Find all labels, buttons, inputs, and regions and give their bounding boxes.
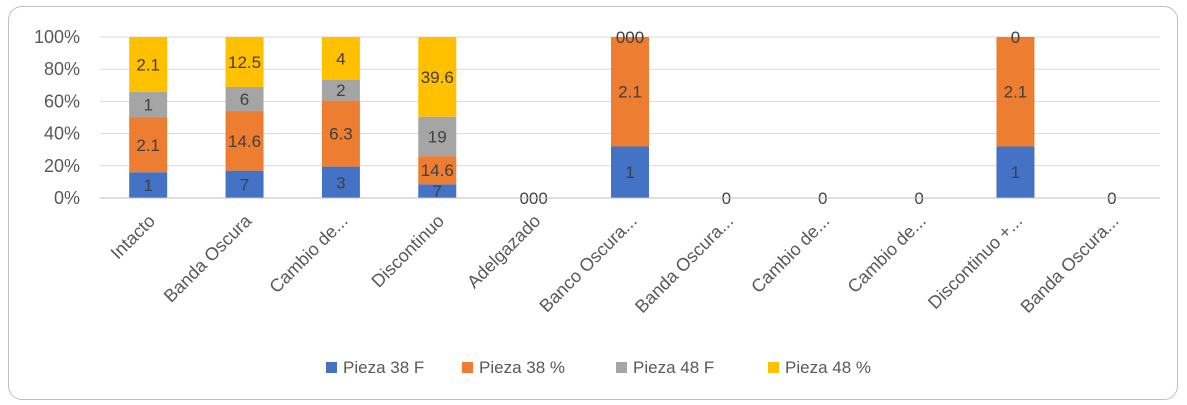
y-tick-label: 100% [34,27,80,47]
data-label: 14.6 [228,132,261,151]
bar-segment [225,37,264,87]
y-tick-label: 60% [44,91,80,111]
bar-segment [321,100,360,167]
legend-swatch [462,362,473,373]
legend-swatch [616,362,627,373]
legend-swatch [768,362,779,373]
data-label: 1 [143,96,152,115]
bar-segment [996,146,1035,198]
bar-segment [418,116,457,157]
data-label: 2.1 [136,136,160,155]
bar-segment [321,37,360,80]
data-label: 6 [240,90,249,109]
bar-segment [321,79,360,101]
bar-segment [225,170,264,198]
legend-label: Pieza 38 % [479,358,565,377]
data-label: 3 [336,173,345,192]
x-category-label: Cambio de... [747,211,833,297]
data-label: 12.5 [228,53,261,72]
bar-segment [129,172,168,198]
legend-label: Pieza 38 F [343,358,424,377]
x-category-label: Banda Oscura... [631,211,737,317]
zero-data-label: 0 [1011,28,1020,47]
data-label: 1 [1011,163,1020,182]
x-category-label: Banda Oscura [160,210,256,306]
data-label: 19 [428,127,447,146]
bar-segment [418,184,457,198]
x-category-label: Banda Oscura... [1017,211,1123,317]
x-category-label: Cambio de... [265,211,351,297]
data-label: 7 [433,182,442,201]
data-label: 1 [625,163,634,182]
data-label: 2 [336,81,345,100]
legend-swatch [326,362,337,373]
data-label: 4 [336,49,345,68]
x-category-label: Discontinuo [367,211,448,292]
x-category-label: Adelgazado [463,211,544,292]
bar-segment [418,156,457,185]
bar-segment [129,117,168,173]
bar-segment [321,166,360,198]
bar-segment [418,37,457,117]
y-tick-label: 40% [44,124,80,144]
data-label: 7 [240,175,249,194]
zero-data-label: 000 [616,28,644,47]
data-label: 2.1 [1004,83,1028,102]
bar-segment [129,37,168,92]
data-label: 2.1 [618,83,642,102]
bar-segment [611,146,649,198]
legend-label: Pieza 48 % [785,358,871,377]
x-category-label: Discontinuo +... [924,211,1026,313]
data-label: 6.3 [329,125,353,144]
bar-segment [225,86,264,112]
x-category-label: Intacto [107,211,159,263]
data-label: 14.6 [421,161,454,180]
data-label: 2.1 [136,55,160,74]
y-tick-label: 20% [44,156,80,176]
bar-segment [611,37,649,147]
x-category-label: Banco Oscura... [535,211,640,316]
bar-segment [996,37,1035,147]
x-category-label: Cambio de... [844,211,930,297]
y-tick-label: 80% [44,59,80,79]
chart-frame [8,6,1178,400]
y-tick-label: 0% [54,188,80,208]
legend-label: Pieza 48 F [633,358,714,377]
bar-segment [129,91,168,118]
data-label: 39.6 [421,68,454,87]
bar-segment [225,111,264,171]
data-label: 1 [143,176,152,195]
